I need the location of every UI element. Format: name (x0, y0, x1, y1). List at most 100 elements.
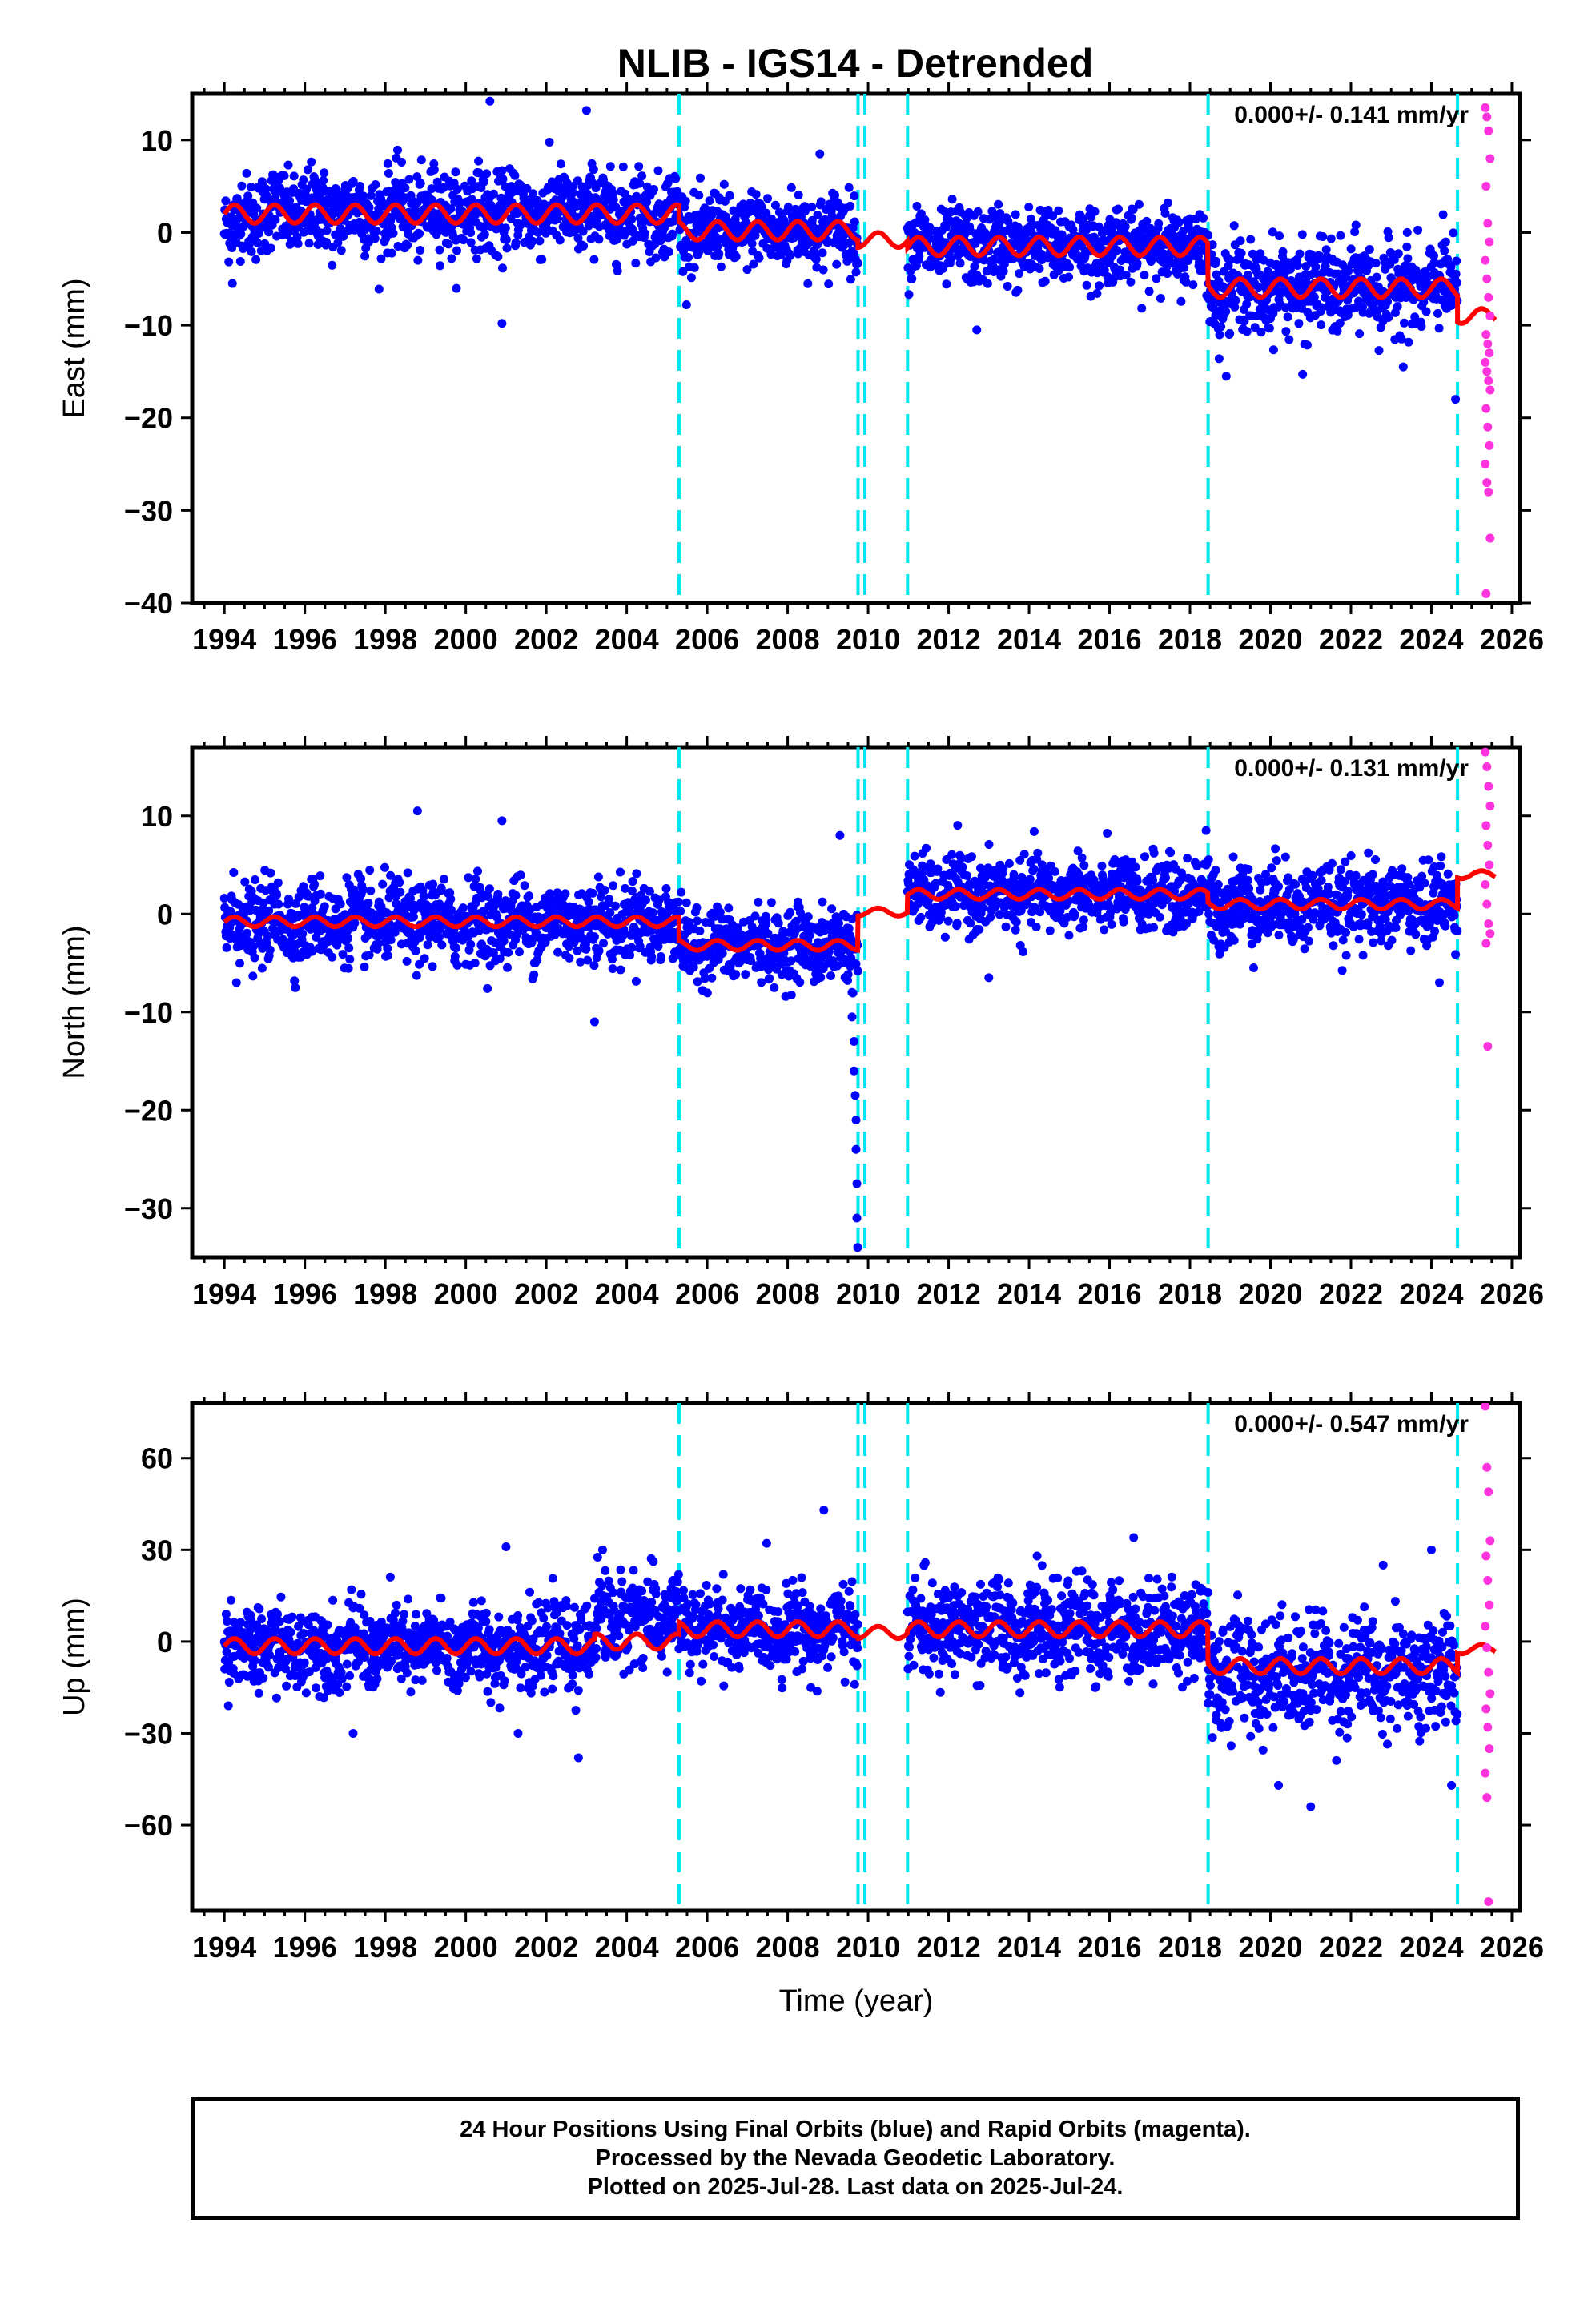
east-final-point (671, 174, 681, 183)
north-x-tick-label: 2002 (514, 1277, 578, 1310)
east-final-point (1127, 213, 1136, 223)
north-final-point (1050, 866, 1059, 876)
north-final-point (516, 870, 525, 880)
east-final-point (1275, 231, 1284, 241)
east-final-point (403, 240, 412, 250)
east-final-point (360, 251, 370, 261)
north-final-point (661, 884, 671, 893)
north-final-point (484, 884, 494, 894)
east-final-point (1333, 326, 1342, 336)
north-final-point (786, 991, 796, 999)
north-final-point (966, 919, 975, 928)
east-final-point (1351, 220, 1361, 230)
east-final-point (447, 254, 456, 263)
east-final-point (681, 196, 690, 206)
east-final-point (1160, 208, 1170, 218)
east-final-point (1446, 262, 1456, 271)
north-final-point (627, 943, 637, 952)
north-final-point (434, 932, 444, 942)
north-final-point (940, 932, 950, 942)
east-final-point (1317, 303, 1326, 312)
east-final-point (1254, 283, 1264, 292)
east-rapid-point (1485, 440, 1494, 450)
north-final-point (608, 964, 617, 974)
east-final-point (696, 173, 705, 183)
north-plot-frame (190, 745, 1522, 1260)
east-final-point (719, 179, 729, 189)
east-final-point (811, 255, 821, 264)
north-final-point (984, 840, 994, 849)
east-final-point (557, 192, 567, 202)
north-final-point (576, 905, 585, 915)
north-final-point (251, 875, 259, 884)
east-final-point (312, 178, 321, 187)
north-final-point (373, 939, 383, 948)
north-x-tick-label: 2022 (1319, 1277, 1383, 1310)
east-final-point (678, 267, 688, 276)
east-final-point (684, 253, 693, 262)
north-final-point (395, 878, 404, 887)
north-final-point (229, 868, 239, 877)
north-final-point (795, 978, 805, 987)
east-final-point (589, 165, 598, 175)
east-final-point (635, 179, 645, 188)
east-final-point (1243, 270, 1252, 279)
north-x-tick-label: 2020 (1238, 1277, 1302, 1310)
north-final-point (818, 897, 827, 907)
east-final-point (1137, 304, 1147, 313)
east-final-point (302, 184, 312, 194)
east-final-point (694, 191, 704, 200)
north-final-point (1119, 917, 1128, 927)
east-x-tick-label: 2018 (1158, 623, 1222, 656)
east-rapid-point (1481, 255, 1490, 265)
east-final-point (387, 248, 396, 258)
east-final-point (1449, 228, 1458, 238)
east-rapid-orbit-points (1481, 103, 1495, 598)
north-final-point (1029, 864, 1039, 874)
east-final-point (1092, 288, 1102, 298)
east-final-point (1048, 211, 1058, 221)
north-final-point (628, 877, 637, 887)
east-x-tick-label: 2014 (997, 623, 1061, 656)
east-final-outlier (1451, 395, 1461, 404)
north-final-point (762, 919, 771, 929)
east-final-point (578, 227, 588, 236)
east-x-tick-label: 2026 (1480, 623, 1544, 656)
east-final-point (299, 175, 308, 185)
east-final-point (850, 217, 859, 227)
north-final-point (685, 917, 694, 927)
east-y-ticks: 100−10−20−30−40 (124, 124, 1531, 620)
east-x-tick-label: 2020 (1238, 623, 1302, 656)
east-final-point (681, 300, 691, 309)
east-final-point (851, 267, 861, 277)
north-final-point (360, 962, 369, 971)
east-final-point (1142, 216, 1152, 226)
east-final-point (1156, 294, 1165, 303)
east-final-point (439, 183, 448, 192)
north-final-point (774, 919, 783, 928)
east-final-point (416, 246, 425, 255)
north-panel: 1994 1996 1998 2000 2002 2004 2006 2008 2010 2012… (58, 736, 1544, 1310)
east-final-point (1082, 280, 1091, 290)
north-final-point (445, 888, 455, 898)
north-final-point (681, 898, 691, 907)
east-final-point (830, 191, 839, 200)
east-final-point (1229, 221, 1239, 231)
east-final-point (371, 180, 380, 189)
east-final-point (1383, 297, 1392, 307)
north-final-point (1019, 850, 1029, 859)
north-final-point (766, 898, 776, 907)
north-final-point (529, 970, 539, 979)
east-final-point (444, 239, 453, 249)
north-final-point (423, 940, 432, 950)
north-final-point (358, 885, 368, 895)
east-final-point (816, 197, 826, 207)
east-final-point (973, 207, 983, 216)
east-final-point (360, 225, 370, 235)
east-y-tick-label: 10 (141, 124, 173, 157)
east-final-point (1212, 256, 1221, 266)
east-final-point (547, 177, 557, 187)
east-rapid-point (1481, 404, 1491, 413)
north-x-tick-label: 1994 (192, 1277, 256, 1310)
north-final-point (718, 948, 727, 958)
